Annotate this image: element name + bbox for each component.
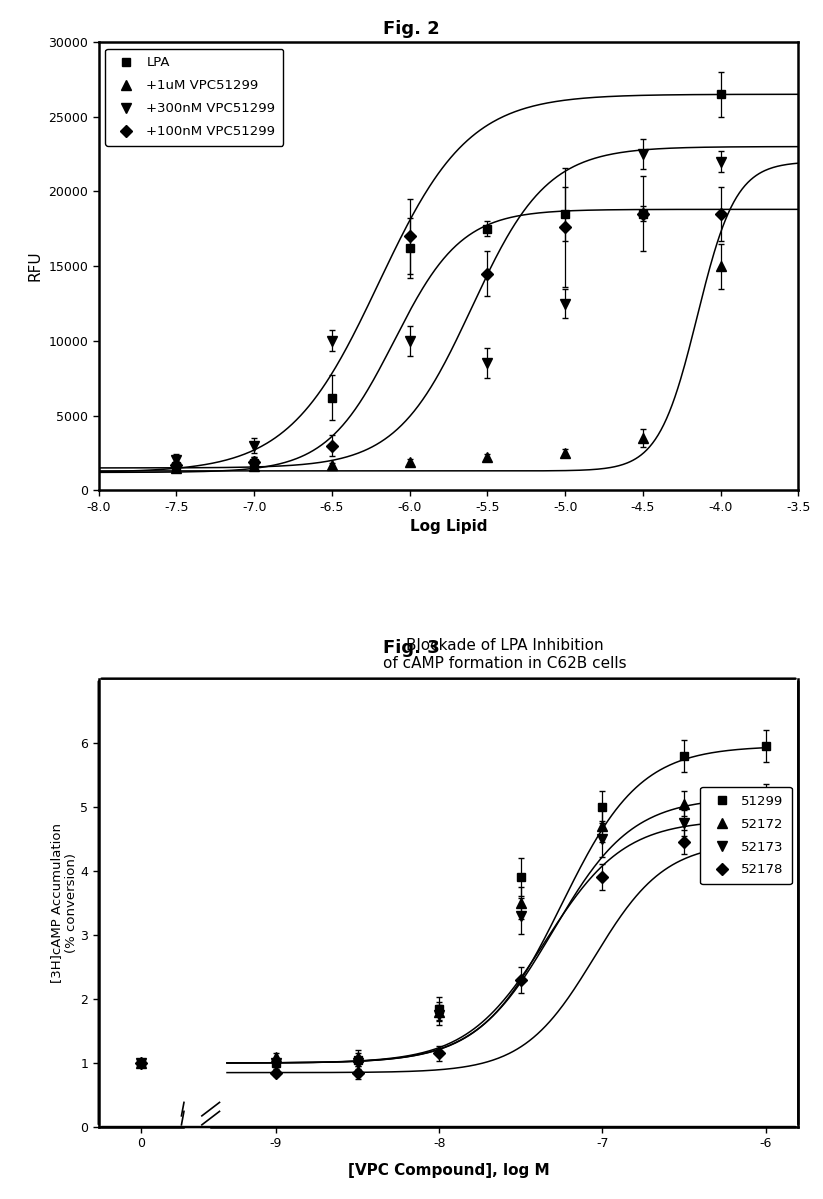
Y-axis label: RFU: RFU: [28, 251, 43, 282]
Legend: 51299, 52172, 52173, 52178: 51299, 52172, 52173, 52178: [700, 787, 792, 885]
Legend: LPA, +1uM VPC51299, +300nM VPC51299, +100nM VPC51299: LPA, +1uM VPC51299, +300nM VPC51299, +10…: [105, 49, 283, 146]
Y-axis label: [3H]cAMP Accumulation
(% conversion): [3H]cAMP Accumulation (% conversion): [49, 823, 77, 983]
Text: Fig. 2: Fig. 2: [384, 20, 439, 38]
Title: Blockade of LPA Inhibition
of cAMP formation in C62B cells: Blockade of LPA Inhibition of cAMP forma…: [383, 638, 626, 670]
X-axis label: Log Lipid: Log Lipid: [410, 519, 487, 535]
Text: Fig. 3: Fig. 3: [384, 639, 439, 657]
Text: [VPC Compound], log M: [VPC Compound], log M: [348, 1163, 549, 1179]
